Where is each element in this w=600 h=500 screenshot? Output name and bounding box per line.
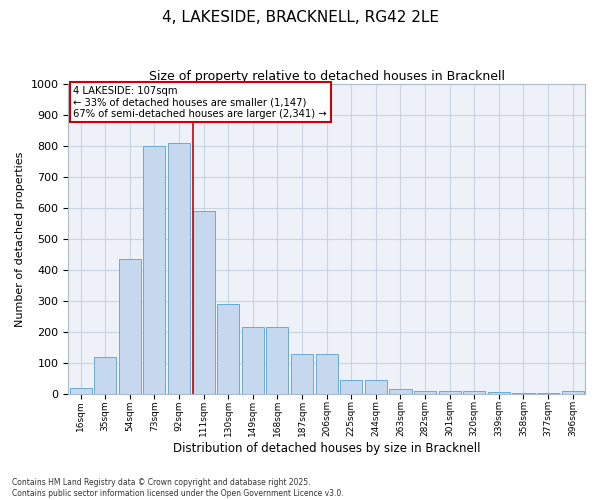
X-axis label: Distribution of detached houses by size in Bracknell: Distribution of detached houses by size … xyxy=(173,442,481,455)
Bar xyxy=(242,327,264,394)
Bar xyxy=(389,389,412,394)
Title: Size of property relative to detached houses in Bracknell: Size of property relative to detached ho… xyxy=(149,70,505,83)
Bar xyxy=(217,304,239,394)
Bar xyxy=(512,393,535,394)
Bar xyxy=(340,380,362,394)
Bar xyxy=(365,380,387,394)
Bar xyxy=(537,393,559,394)
Text: 4 LAKESIDE: 107sqm
← 33% of detached houses are smaller (1,147)
67% of semi-deta: 4 LAKESIDE: 107sqm ← 33% of detached hou… xyxy=(73,86,327,119)
Bar xyxy=(193,211,215,394)
Bar xyxy=(70,388,92,394)
Text: Contains HM Land Registry data © Crown copyright and database right 2025.
Contai: Contains HM Land Registry data © Crown c… xyxy=(12,478,344,498)
Bar xyxy=(143,146,166,394)
Text: 4, LAKESIDE, BRACKNELL, RG42 2LE: 4, LAKESIDE, BRACKNELL, RG42 2LE xyxy=(161,10,439,25)
Bar xyxy=(439,390,461,394)
Bar xyxy=(119,259,141,394)
Bar xyxy=(488,392,510,394)
Bar xyxy=(168,143,190,394)
Bar xyxy=(316,354,338,394)
Bar xyxy=(291,354,313,394)
Bar xyxy=(463,390,485,394)
Bar xyxy=(562,392,584,394)
Bar xyxy=(414,390,436,394)
Bar xyxy=(266,327,289,394)
Bar xyxy=(94,356,116,394)
Y-axis label: Number of detached properties: Number of detached properties xyxy=(15,152,25,326)
